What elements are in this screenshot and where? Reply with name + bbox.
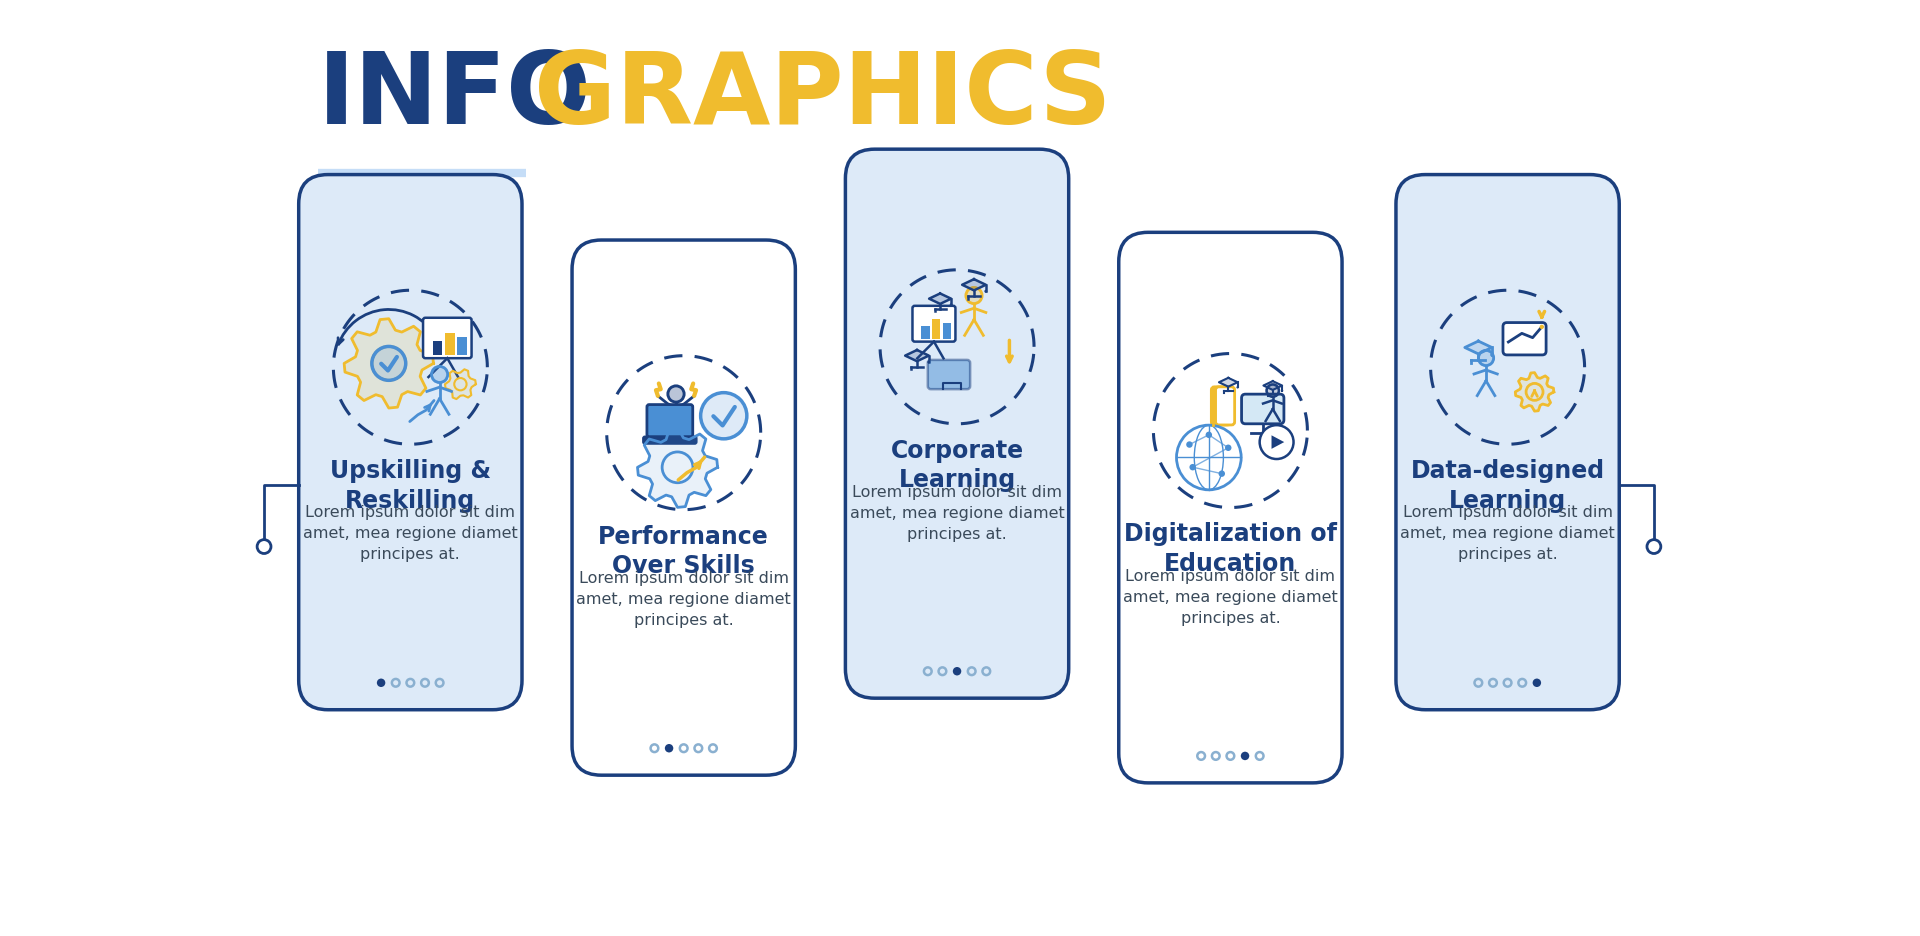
Polygon shape bbox=[962, 280, 985, 291]
Circle shape bbox=[432, 367, 447, 383]
FancyBboxPatch shape bbox=[1119, 233, 1342, 783]
FancyBboxPatch shape bbox=[1242, 395, 1284, 424]
FancyBboxPatch shape bbox=[422, 318, 472, 358]
Polygon shape bbox=[1263, 382, 1283, 390]
Circle shape bbox=[1267, 385, 1279, 397]
Text: Digitalization of
Education: Digitalization of Education bbox=[1123, 522, 1336, 576]
Polygon shape bbox=[1465, 342, 1492, 355]
FancyBboxPatch shape bbox=[643, 437, 697, 444]
Polygon shape bbox=[1219, 378, 1238, 388]
Circle shape bbox=[1260, 426, 1294, 460]
Circle shape bbox=[376, 679, 386, 687]
Polygon shape bbox=[929, 294, 950, 304]
Circle shape bbox=[1540, 326, 1544, 329]
Text: INFO: INFO bbox=[319, 48, 591, 145]
Circle shape bbox=[952, 667, 962, 676]
Circle shape bbox=[1240, 752, 1250, 760]
Circle shape bbox=[664, 744, 674, 753]
FancyBboxPatch shape bbox=[1503, 323, 1546, 356]
Polygon shape bbox=[1515, 373, 1553, 412]
Polygon shape bbox=[637, 428, 718, 508]
Bar bbox=[943, 323, 950, 340]
Circle shape bbox=[1187, 442, 1192, 448]
Circle shape bbox=[701, 393, 747, 439]
Circle shape bbox=[1236, 387, 1238, 389]
Circle shape bbox=[1206, 432, 1212, 439]
Text: Lorem ipsum dolor sit dim
amet, mea regione diamet
principes at.: Lorem ipsum dolor sit dim amet, mea regi… bbox=[1400, 505, 1615, 562]
Bar bbox=[931, 320, 941, 340]
Text: Lorem ipsum dolor sit dim
amet, mea regione diamet
principes at.: Lorem ipsum dolor sit dim amet, mea regi… bbox=[576, 570, 791, 627]
Text: Lorem ipsum dolor sit dim
amet, mea regione diamet
principes at.: Lorem ipsum dolor sit dim amet, mea regi… bbox=[851, 484, 1064, 541]
Polygon shape bbox=[904, 351, 929, 362]
Circle shape bbox=[1188, 464, 1196, 471]
Circle shape bbox=[1478, 351, 1494, 366]
Bar bbox=[432, 342, 442, 356]
Circle shape bbox=[1532, 679, 1542, 687]
Circle shape bbox=[927, 361, 931, 364]
Text: Corporate
Learning: Corporate Learning bbox=[891, 438, 1023, 491]
FancyBboxPatch shape bbox=[572, 241, 795, 775]
Circle shape bbox=[1490, 354, 1494, 358]
Text: Lorem ipsum dolor sit dim
amet, mea regione diamet
principes at.: Lorem ipsum dolor sit dim amet, mea regi… bbox=[303, 505, 518, 562]
Polygon shape bbox=[1271, 436, 1284, 449]
FancyBboxPatch shape bbox=[1212, 388, 1231, 426]
Circle shape bbox=[950, 304, 952, 307]
Circle shape bbox=[1647, 540, 1661, 554]
Circle shape bbox=[1281, 390, 1283, 392]
Bar bbox=[445, 333, 455, 356]
Text: Lorem ipsum dolor sit dim
amet, mea regione diamet
principes at.: Lorem ipsum dolor sit dim amet, mea regi… bbox=[1123, 568, 1338, 625]
Text: Data-designed
Learning: Data-designed Learning bbox=[1411, 459, 1605, 512]
FancyBboxPatch shape bbox=[927, 360, 970, 389]
Text: Performance
Over Skills: Performance Over Skills bbox=[599, 524, 770, 578]
Circle shape bbox=[372, 347, 405, 381]
FancyBboxPatch shape bbox=[300, 175, 522, 710]
Text: Upskilling &
Reskilling: Upskilling & Reskilling bbox=[330, 459, 492, 512]
Polygon shape bbox=[445, 370, 476, 400]
Circle shape bbox=[668, 387, 684, 402]
Circle shape bbox=[1219, 471, 1225, 477]
Polygon shape bbox=[344, 319, 434, 409]
FancyBboxPatch shape bbox=[1215, 388, 1235, 426]
Circle shape bbox=[257, 540, 271, 554]
FancyBboxPatch shape bbox=[647, 405, 693, 437]
Bar bbox=[922, 327, 929, 340]
Circle shape bbox=[966, 288, 981, 304]
FancyBboxPatch shape bbox=[912, 306, 956, 343]
Circle shape bbox=[985, 290, 987, 294]
FancyBboxPatch shape bbox=[845, 150, 1069, 698]
Circle shape bbox=[1225, 445, 1231, 451]
FancyBboxPatch shape bbox=[1396, 175, 1619, 710]
Bar bbox=[457, 337, 467, 356]
Text: GRAPHICS: GRAPHICS bbox=[534, 48, 1112, 145]
